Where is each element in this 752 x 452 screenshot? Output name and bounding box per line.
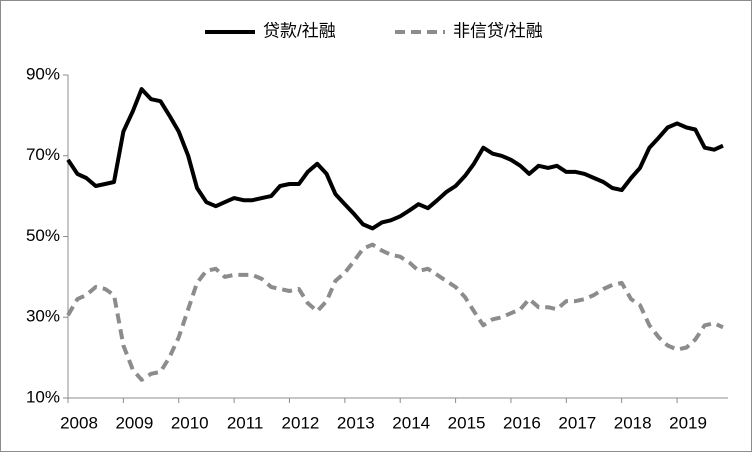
x-tick-label: 2016 [503, 413, 541, 432]
y-tick-label: 30% [26, 307, 60, 326]
series-line [66, 87, 724, 231]
y-tick-label: 50% [26, 226, 60, 245]
x-tick-label: 2017 [558, 413, 596, 432]
x-tick-label: 2013 [337, 413, 375, 432]
x-tick-label: 2010 [171, 413, 209, 432]
x-tick-label: 2015 [448, 413, 486, 432]
x-tick-label: 2009 [115, 413, 153, 432]
x-tick-label: 2008 [60, 413, 98, 432]
x-tick-label: 2018 [614, 413, 652, 432]
legend-label: 贷款/社融 [263, 21, 336, 40]
series-line [66, 242, 724, 382]
y-tick-label: 90% [26, 64, 60, 83]
x-tick-label: 2012 [282, 413, 320, 432]
x-tick-label: 2014 [392, 413, 430, 432]
x-tick-label: 2019 [669, 413, 707, 432]
legend-label: 非信贷/社融 [453, 21, 543, 40]
x-tick-label: 2011 [227, 413, 264, 432]
y-tick-label: 10% [26, 387, 60, 406]
y-tick-label: 70% [26, 145, 60, 164]
